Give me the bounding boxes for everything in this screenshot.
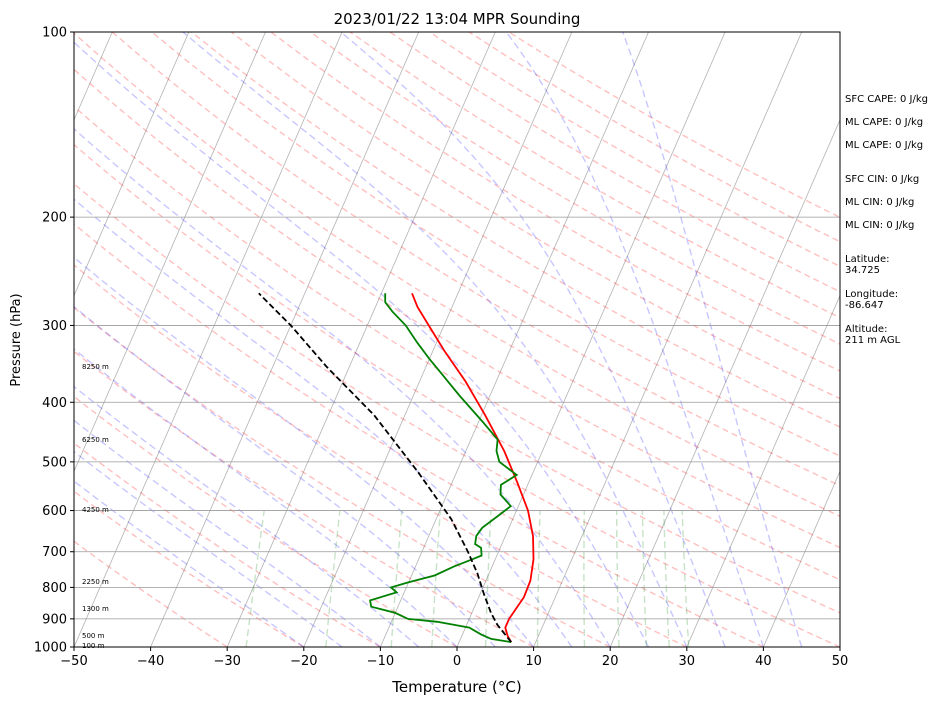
- moist-adiabat-line: [74, 419, 381, 647]
- isotherm-line: [533, 32, 803, 647]
- parcel-line: [258, 292, 512, 643]
- dry-adiabat-line: [389, 32, 840, 293]
- y-tick-label: 300: [42, 319, 67, 334]
- height-label: 4250 m: [82, 506, 109, 514]
- y-tick-label: 1000: [34, 641, 67, 656]
- dry-adiabat-line: [74, 490, 305, 647]
- height-label: 2250 m: [82, 578, 109, 586]
- isotherm-line: [74, 32, 190, 297]
- dry-adiabat-line: [74, 143, 840, 614]
- height-label: 6250 m: [82, 436, 109, 444]
- x-tick-label: −50: [60, 654, 87, 669]
- height-label: 500 m: [82, 632, 105, 640]
- stat-annotation: Altitude: 211 m AGL: [845, 324, 901, 346]
- stat-annotation: SFC CIN: 0 J/kg: [845, 174, 920, 185]
- isotherm-line: [763, 470, 840, 647]
- y-tick-label: 500: [42, 455, 67, 470]
- dry-adiabat-line: [74, 350, 534, 647]
- stat-annotation: SFC CAPE: 0 J/kg: [845, 94, 928, 105]
- pressure-gridlines: [74, 31, 840, 648]
- mixing-ratio-line: [681, 510, 690, 647]
- moist-adiabat-line: [622, 32, 803, 647]
- isotherm-line: [74, 32, 343, 647]
- isotherm-line: [686, 294, 840, 647]
- y-axis-label: Pressure (hPa): [9, 293, 24, 386]
- stat-annotation: ML CAPE: 0 J/kg: [845, 117, 924, 128]
- dry-adiabat-line: [74, 68, 840, 549]
- moist-adiabat-line: [74, 256, 535, 647]
- dry-adiabat-line: [191, 32, 840, 428]
- stat-annotation: ML CIN: 0 J/kg: [845, 197, 915, 208]
- plot-frame: [73, 31, 841, 648]
- mixing-ratio-line: [390, 510, 403, 647]
- y-tick-label: 900: [42, 612, 67, 627]
- moist-adiabat-line: [505, 32, 765, 647]
- dry-adiabat-line: [270, 32, 840, 372]
- mixing-ratio-line: [431, 510, 441, 647]
- data-series: [258, 292, 535, 643]
- mixing-ratio-line: [536, 510, 541, 647]
- isotherm-line: [456, 32, 726, 647]
- x-tick-label: 30: [679, 654, 696, 669]
- height-label: 1300 m: [82, 605, 109, 613]
- dry-adiabat-line: [74, 264, 688, 647]
- moist-adiabat-line: [74, 385, 420, 647]
- moist-adiabat-line: [74, 41, 650, 647]
- x-tick-label: 10: [525, 654, 542, 669]
- temperature-line: [411, 292, 535, 643]
- dry-adiabat-line: [74, 442, 381, 647]
- height-label: 100 m: [82, 642, 105, 650]
- x-tick-label: −20: [290, 654, 317, 669]
- dry-adiabat-line: [74, 395, 458, 647]
- stat-annotation: ML CIN: 0 J/kg: [845, 220, 915, 231]
- dewpoint-line: [369, 293, 519, 643]
- moist-adiabat-line: [74, 348, 458, 647]
- moist-adiabat-line: [74, 198, 573, 647]
- x-tick-label: −10: [367, 654, 394, 669]
- moist-adiabat-line: [340, 32, 726, 647]
- y-tick-label: 100: [42, 26, 67, 41]
- mixing-ratio-line: [325, 510, 341, 647]
- mixing-ratio-line: [583, 510, 586, 647]
- background-lines: [74, 32, 840, 647]
- dry-adiabat-line: [74, 182, 840, 647]
- isotherm-line: [609, 118, 840, 647]
- y-axis: 100 200 300 400 500 600 700 800 900 1000: [34, 26, 74, 656]
- height-label: 8250 m: [82, 363, 109, 371]
- dry-adiabat-line: [74, 105, 840, 581]
- height-labels: 8250 m 6250 m 4250 m 2250 m 1300 m 500 m 100 m: [82, 363, 109, 650]
- isotherm-line: [150, 32, 420, 647]
- x-tick-label: 0: [453, 654, 461, 669]
- x-tick-label: −40: [137, 654, 164, 669]
- stat-annotation: ML CAPE: 0 J/kg: [845, 140, 924, 151]
- dry-adiabat-line: [151, 32, 840, 457]
- isotherm-line: [74, 32, 266, 473]
- x-tick-label: 20: [602, 654, 619, 669]
- dry-adiabat-line: [310, 32, 840, 345]
- x-tick-label: −30: [213, 654, 240, 669]
- y-tick-label: 700: [42, 545, 67, 560]
- x-axis-label: Temperature (°C): [391, 678, 521, 696]
- dry-adiabat-line: [74, 306, 611, 647]
- moist-adiabat-line: [74, 305, 496, 647]
- isotherm-line: [380, 32, 649, 647]
- moist-adiabat-line: [182, 32, 688, 647]
- stat-annotation: Longitude: -86.647: [845, 289, 899, 311]
- y-tick-label: 800: [42, 581, 67, 596]
- stat-annotation: Latitude: 34.725: [845, 254, 890, 276]
- chart-title: 2023/01/22 13:04 MPR Sounding: [334, 10, 581, 28]
- y-tick-label: 600: [42, 504, 67, 519]
- y-tick-label: 400: [42, 396, 67, 411]
- dry-adiabat-line: [74, 32, 840, 518]
- x-tick-label: 40: [755, 654, 772, 669]
- x-tick-label: 50: [832, 654, 849, 669]
- x-axis: −50 −40 −30 −20 −10 0 10 20 30 40 50: [60, 647, 848, 669]
- mixing-ratio-line: [616, 510, 620, 647]
- y-tick-label: 200: [42, 211, 67, 226]
- isotherm-line: [226, 32, 496, 647]
